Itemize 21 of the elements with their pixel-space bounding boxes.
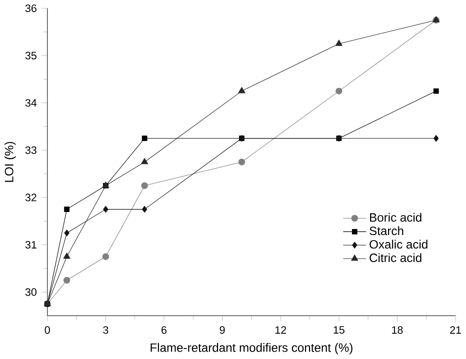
x-tick-label: 21 [450,326,461,334]
legend-label: Citric acid [370,253,422,262]
legend-label: Boric acid [370,212,422,222]
legend-label: Starch [370,226,404,236]
y-tick-label: 33 [25,146,36,154]
y-tick-label: 31 [25,241,36,249]
y-tick-label: 30 [25,288,36,296]
y-tick-label: 34 [25,99,37,107]
x-tick-label: 15 [334,326,344,334]
x-tick-label: 3 [103,326,108,334]
y-axis-title: LOI (%) [4,142,16,182]
y-tick-label: 32 [25,194,36,202]
y-tick-label: 35 [25,52,36,60]
x-tick-label: 6 [162,326,167,334]
x-tick-label: 0 [44,326,50,334]
x-axis-title: Flame-retardant modifiers content (%) [150,343,352,354]
legend-label: Oxalic acid [370,240,428,249]
y-tick-label: 36 [25,4,36,12]
x-tick-label: 12 [275,326,286,334]
x-tick-label: 18 [392,326,403,334]
x-tick-label: 9 [220,326,225,334]
